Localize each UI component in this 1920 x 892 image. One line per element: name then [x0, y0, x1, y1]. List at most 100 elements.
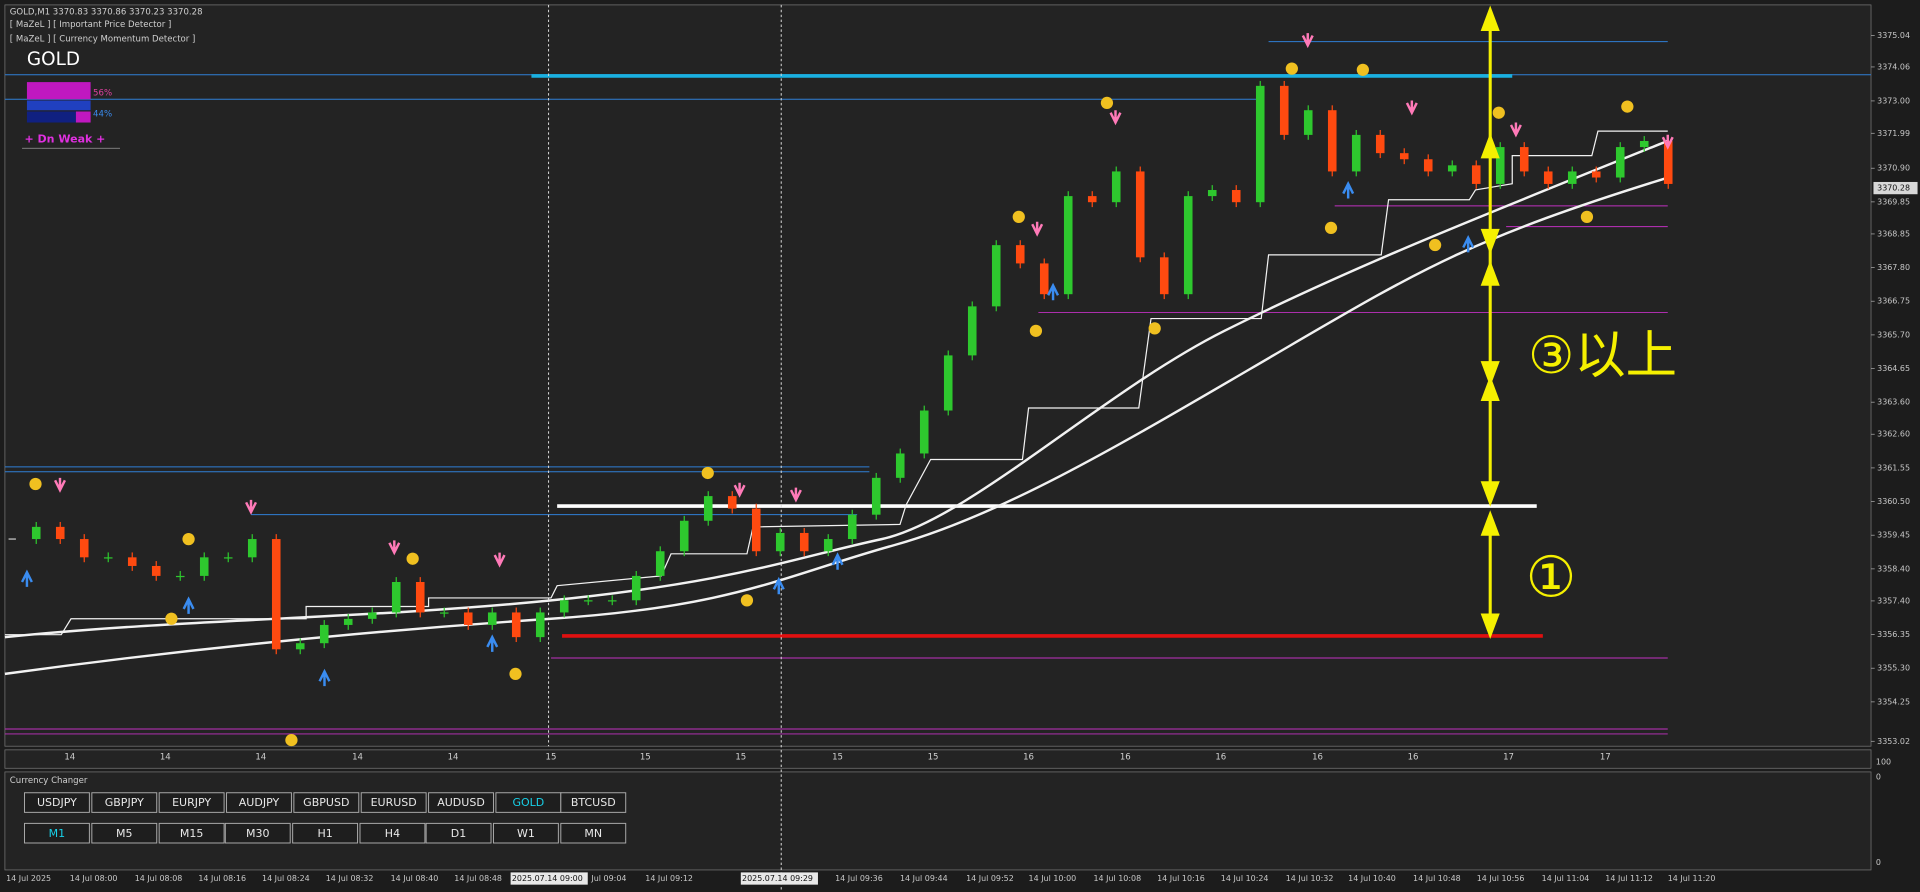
- signal-dot: [509, 667, 522, 681]
- candle: [1663, 140, 1673, 184]
- candle: [1519, 147, 1529, 172]
- button-label[interactable]: M1: [49, 827, 66, 840]
- price-label: 3373.00: [1877, 96, 1910, 105]
- button[interactable]: [560, 822, 627, 844]
- candle: [1207, 190, 1217, 197]
- signals: [20, 33, 1674, 747]
- time-label: 2025.07.14 09:00: [512, 874, 583, 883]
- candle: [319, 624, 329, 644]
- day-label: 17: [1503, 753, 1514, 763]
- button-label[interactable]: GBPUSD: [303, 796, 349, 809]
- strong-pct: 56%: [93, 89, 112, 99]
- button[interactable]: [91, 792, 158, 813]
- stair-line: [4, 130, 1668, 636]
- candle: [367, 612, 377, 619]
- button-label[interactable]: M15: [180, 827, 204, 840]
- button-label[interactable]: D1: [451, 827, 466, 840]
- momentum-meter: [26, 82, 91, 123]
- button-label[interactable]: AUDUSD: [437, 796, 485, 809]
- time-label: 14 Jul 08:48: [454, 874, 502, 883]
- day-label: 15: [546, 753, 557, 763]
- day-label: 14: [160, 753, 171, 763]
- button[interactable]: [425, 822, 492, 844]
- candle: [79, 539, 89, 558]
- button[interactable]: [359, 822, 426, 844]
- candle: [1183, 196, 1193, 295]
- button-label[interactable]: H1: [317, 827, 332, 840]
- button-label[interactable]: H4: [385, 827, 400, 840]
- candle: [463, 612, 473, 625]
- buy-arrow: [182, 596, 195, 614]
- sub-scale-label: 100: [1876, 758, 1891, 767]
- meter-bar: [26, 100, 91, 111]
- button-label[interactable]: EURJPY: [172, 796, 211, 809]
- button[interactable]: [428, 792, 494, 813]
- button[interactable]: [492, 822, 559, 844]
- candle: [1327, 110, 1337, 172]
- candle: [295, 643, 305, 650]
- button-label[interactable]: MN: [584, 827, 602, 840]
- button-label[interactable]: USDJPY: [37, 796, 77, 809]
- day-label: 16: [1215, 753, 1226, 763]
- button[interactable]: [24, 792, 90, 813]
- candle: [1063, 196, 1073, 295]
- button-label[interactable]: GOLD: [512, 796, 544, 809]
- annotation: ③以上: [1528, 326, 1677, 386]
- time-label: 14 Jul 09:12: [645, 874, 693, 883]
- candle: [1279, 85, 1289, 135]
- time-label: 14 Jul 10:40: [1348, 874, 1396, 883]
- button-label[interactable]: M5: [116, 827, 133, 840]
- button[interactable]: [560, 792, 627, 813]
- indicator-name: [ MaZeL ] [ Important Price Detector ]: [10, 20, 172, 30]
- button[interactable]: [226, 792, 292, 813]
- range-arrows: [1480, 5, 1500, 640]
- button-label[interactable]: EURUSD: [371, 796, 417, 809]
- price-label: 3366.75: [1877, 297, 1910, 306]
- candle: [847, 514, 857, 540]
- button-label[interactable]: AUDJPY: [239, 796, 280, 809]
- button-label[interactable]: BTCUSD: [571, 796, 616, 809]
- time-label: 14 Jul 08:24: [262, 874, 310, 883]
- arrow-heads: [1480, 510, 1500, 640]
- day-label: 14: [255, 753, 266, 763]
- time-label: 14 Jul 10:56: [1477, 874, 1525, 883]
- current-price: 3370.28: [1877, 184, 1910, 193]
- button[interactable]: [360, 792, 427, 813]
- signal-dot: [1580, 210, 1594, 223]
- button[interactable]: [224, 822, 291, 844]
- button[interactable]: [24, 822, 90, 844]
- price-label: 3367.80: [1877, 263, 1910, 272]
- signal-dot: [1428, 238, 1442, 252]
- candle: [799, 532, 809, 552]
- time-label: 2025.07.14 09:29: [742, 874, 813, 883]
- sell-arrow: [54, 477, 66, 493]
- time-label: 14 Jul 09:52: [966, 874, 1014, 883]
- button-label[interactable]: M30: [246, 827, 270, 840]
- button[interactable]: [292, 822, 359, 844]
- button[interactable]: [158, 792, 225, 813]
- candle: [775, 532, 785, 552]
- candle: [1447, 165, 1457, 172]
- button-label[interactable]: GBPJPY: [105, 796, 144, 809]
- time-label: 14 Jul 10:16: [1157, 874, 1205, 883]
- button[interactable]: [293, 792, 360, 813]
- signal-dot: [1356, 63, 1369, 76]
- momentum-status: + Dn Weak +: [24, 133, 105, 146]
- button[interactable]: [158, 822, 225, 844]
- buy-arrow: [1047, 282, 1060, 301]
- weak-pct: 44%: [93, 109, 112, 119]
- sell-arrow: [789, 487, 802, 503]
- time-label: 14 Jul 09:36: [835, 874, 883, 883]
- sell-arrow: [1109, 110, 1122, 126]
- button[interactable]: [91, 822, 158, 844]
- button-label[interactable]: W1: [517, 827, 535, 840]
- day-label: 16: [1408, 753, 1419, 763]
- candle: [1159, 257, 1169, 295]
- price-label: 3361.55: [1877, 463, 1910, 472]
- moving-average: [4, 176, 1669, 676]
- candle: [1567, 171, 1577, 184]
- candle: [511, 612, 521, 638]
- price-label: 3365.70: [1877, 330, 1910, 339]
